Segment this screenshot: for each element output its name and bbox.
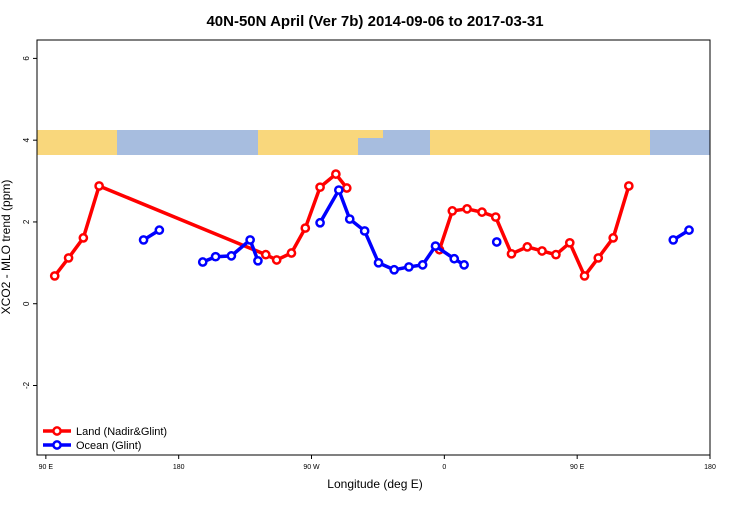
point	[286, 248, 297, 258]
point	[253, 255, 263, 266]
y-axis-label: XCO2 - MLO trend (ppm)	[0, 180, 13, 315]
point	[78, 233, 89, 243]
point	[94, 181, 104, 191]
point	[608, 233, 619, 243]
legend-marker	[52, 440, 62, 450]
point	[197, 257, 208, 267]
point	[245, 235, 255, 245]
point	[449, 253, 460, 264]
x-tick-label: 180	[173, 464, 185, 471]
point	[477, 207, 487, 217]
point	[490, 212, 501, 222]
y-tick-label: 2	[22, 219, 31, 224]
point	[373, 257, 384, 268]
point	[684, 225, 694, 235]
x-tick-label: 180	[704, 464, 716, 471]
point	[491, 237, 502, 247]
point	[315, 182, 325, 193]
point	[271, 255, 282, 265]
x-tick-label: 90 E	[570, 464, 585, 471]
y-tick-label: 4	[22, 137, 31, 142]
point	[315, 217, 325, 228]
point	[430, 241, 441, 251]
legend-marker	[52, 426, 62, 436]
y-tick-label: -2	[22, 381, 31, 389]
point	[668, 235, 679, 245]
point	[447, 206, 458, 216]
point	[260, 249, 271, 260]
point	[344, 214, 355, 224]
point	[138, 235, 149, 245]
legend-label: Land (Nadir&Glint)	[76, 426, 167, 438]
point	[331, 169, 341, 179]
point	[459, 260, 469, 270]
point	[522, 242, 533, 252]
x-tick-label: 90 E	[39, 464, 54, 471]
point	[537, 246, 547, 256]
point	[593, 253, 604, 263]
point	[564, 237, 575, 248]
point	[300, 223, 311, 233]
x-tick-label: 90 W	[303, 464, 320, 471]
plot-frame	[36, 39, 711, 456]
point	[341, 183, 352, 193]
point	[404, 262, 414, 272]
x-axis-label: Longitude (deg E)	[327, 477, 422, 491]
point	[63, 253, 74, 263]
point	[623, 181, 634, 191]
legend-label: Ocean (Glint)	[76, 440, 141, 452]
point	[506, 248, 517, 259]
point	[551, 249, 561, 260]
point	[210, 251, 221, 262]
point	[359, 226, 370, 236]
x-tick-label: 0	[442, 464, 446, 471]
point	[49, 271, 60, 281]
map-strip	[37, 130, 710, 155]
point	[462, 204, 472, 214]
point	[154, 225, 165, 235]
point	[226, 251, 237, 261]
series-line	[142, 185, 690, 272]
point	[417, 260, 428, 270]
chart-title: 40N-50N April (Ver 7b) 2014-09-06 to 201…	[206, 13, 543, 30]
point	[579, 271, 590, 281]
y-tick-label: 0	[22, 301, 31, 306]
point	[389, 264, 400, 275]
point	[333, 185, 344, 195]
y-tick-label: 6	[22, 56, 31, 61]
